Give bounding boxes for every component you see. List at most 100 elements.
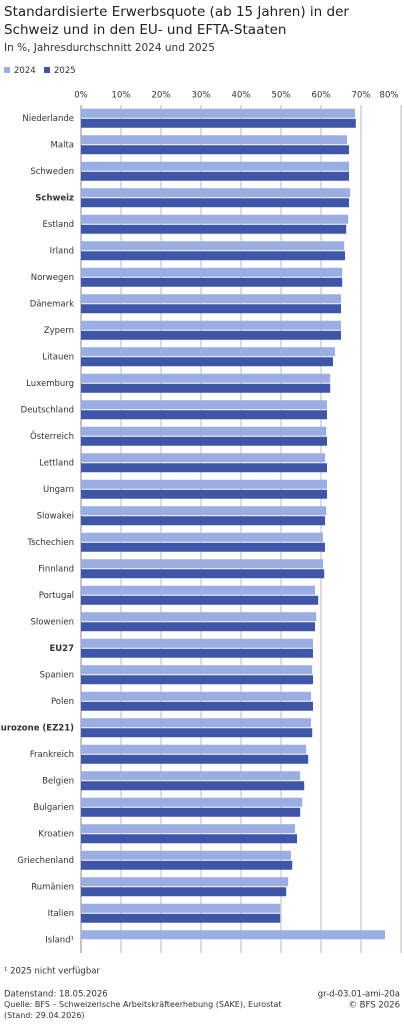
- x-tick-label: 50%: [272, 91, 291, 101]
- bar: [81, 436, 327, 446]
- x-tick-label: 10%: [112, 91, 131, 101]
- y-tick-label: Schweden: [30, 167, 74, 177]
- y-tick-label: Österreich: [30, 431, 74, 442]
- bar: [81, 913, 281, 923]
- y-tick-label: Portugal: [39, 591, 74, 601]
- bar: [81, 834, 297, 844]
- bar: [81, 224, 347, 234]
- bar: [81, 877, 289, 887]
- y-tick-label: Finnland: [38, 564, 74, 574]
- y-tick-label: Eurozone (EZ21): [0, 723, 74, 733]
- bar: [81, 771, 301, 781]
- bar: [81, 718, 311, 728]
- x-tick-label: 60%: [312, 91, 331, 101]
- x-tick-label: 30%: [192, 91, 211, 101]
- y-tick-label: Deutschland: [21, 405, 74, 415]
- y-tick-label: Bulgarien: [33, 803, 74, 813]
- bar: [81, 860, 293, 870]
- bar: [81, 569, 325, 579]
- bar: [81, 824, 295, 834]
- y-tick-label: Schweiz: [35, 193, 74, 203]
- y-tick-label: Lettland: [39, 458, 74, 468]
- y-tick-label: EU27: [49, 644, 74, 654]
- bar: [81, 506, 327, 516]
- y-tick-label: Norwegen: [31, 273, 74, 283]
- bar: [81, 383, 331, 393]
- footnote: ¹ 2025 nicht verfügbar: [4, 967, 100, 977]
- bar: [81, 347, 335, 357]
- chart-title: Standardisierte Erwerbsquote (ab 15 Jahr…: [4, 4, 349, 38]
- y-tick-label: Griechenland: [17, 856, 74, 866]
- x-tick-label: 20%: [152, 91, 171, 101]
- y-tick-label: Rumänien: [31, 882, 74, 892]
- bar: [81, 214, 349, 224]
- bar: [81, 410, 327, 420]
- y-tick-label: Malta: [51, 140, 74, 150]
- source-box: Quelle: BFS – Schweizerische Arbeitskräf…: [4, 1000, 282, 1020]
- bar: [81, 781, 305, 791]
- y-tick-label: Island¹: [45, 935, 74, 945]
- bar: [81, 701, 313, 711]
- legend-label: 2025: [54, 66, 76, 76]
- x-tick-label: 80%: [380, 91, 399, 101]
- bar: [81, 267, 343, 277]
- bar: [81, 595, 319, 605]
- y-tick-label: Niederlande: [22, 114, 74, 124]
- bar: [81, 400, 327, 410]
- legend-label: 2024: [14, 66, 36, 76]
- bar: [81, 373, 331, 383]
- bar: [81, 887, 287, 897]
- bar: [81, 330, 341, 340]
- y-tick-label: Slowenien: [30, 617, 74, 627]
- y-tick-label: Belgien: [42, 776, 74, 786]
- bar: [81, 638, 313, 648]
- bar: [81, 744, 307, 754]
- source: Quelle: BFS – Schweizerische Arbeitskräf…: [4, 1000, 282, 1020]
- y-tick-label: Tschechien: [26, 538, 74, 548]
- x-tick-label: 0%: [74, 91, 88, 101]
- bar: [81, 559, 323, 569]
- bar: [81, 198, 349, 208]
- bar: [81, 118, 356, 128]
- bar: [81, 542, 325, 552]
- y-tick-label: Zypern: [44, 326, 74, 336]
- bar: [81, 251, 345, 261]
- bar: [81, 463, 327, 473]
- bar: [81, 188, 351, 198]
- y-tick-label: Polen: [51, 697, 74, 707]
- y-tick-label: Kroatien: [38, 829, 74, 839]
- bar: [81, 691, 311, 701]
- bar: [81, 532, 323, 542]
- legend-swatch: [4, 67, 10, 73]
- y-tick-label: Irland: [50, 246, 74, 256]
- chart-subtitle: In %, Jahresdurchschnitt 2024 und 2025: [4, 42, 215, 54]
- bar: [81, 850, 291, 860]
- bar: [81, 797, 303, 807]
- y-tick-label: Dänemark: [30, 299, 74, 309]
- y-tick-label: Italien: [48, 909, 74, 919]
- bar: [81, 320, 341, 330]
- bar: [81, 675, 313, 685]
- chart-id: gr-d-03.01-ami-20a: [318, 990, 400, 1000]
- bar: [81, 161, 349, 171]
- y-tick-label: Estland: [43, 220, 75, 230]
- y-tick-label: Frankreich: [30, 750, 74, 760]
- y-tick-label: Litauen: [42, 352, 74, 362]
- bar: [81, 612, 317, 622]
- bar: [81, 489, 327, 499]
- bar: [81, 294, 341, 304]
- data-date: Datenstand: 18.05.2026: [4, 990, 108, 1000]
- bar: [81, 241, 345, 251]
- bar: [81, 171, 349, 181]
- x-tick-label: 40%: [232, 91, 251, 101]
- bar: [81, 145, 349, 155]
- bar: [81, 622, 315, 632]
- x-tick-label: 70%: [352, 91, 371, 101]
- y-tick-label: Spanien: [40, 670, 74, 680]
- bar: [81, 135, 347, 145]
- bar: [81, 277, 343, 287]
- bar: [81, 728, 313, 738]
- y-tick-label: Luxemburg: [26, 379, 74, 389]
